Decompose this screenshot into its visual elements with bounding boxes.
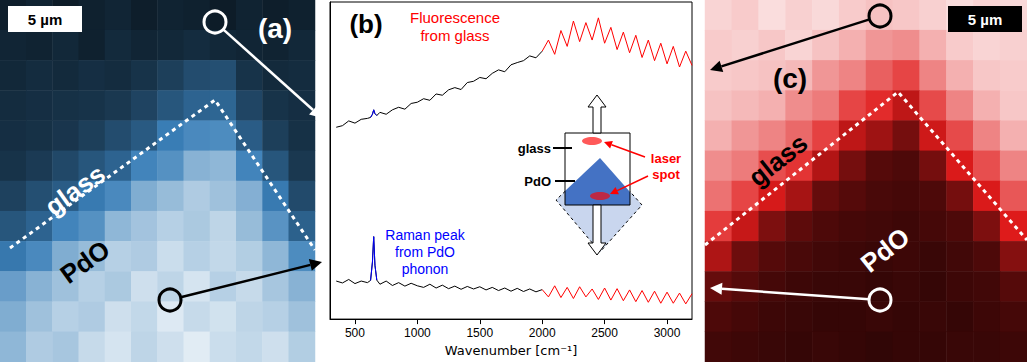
svg-text:1000: 1000	[404, 326, 431, 340]
svg-text:(a): (a)	[258, 13, 292, 44]
svg-text:Fluorescence: Fluorescence	[410, 9, 500, 26]
svg-text:5 µm: 5 µm	[28, 11, 63, 28]
svg-text:glass: glass	[743, 128, 814, 193]
svg-text:PdO: PdO	[855, 222, 916, 279]
svg-text:Raman peak: Raman peak	[385, 227, 465, 243]
svg-text:(b): (b)	[349, 9, 382, 39]
svg-text:spot: spot	[652, 167, 680, 182]
svg-text:3000: 3000	[654, 326, 681, 340]
svg-text:glass: glass	[39, 158, 111, 221]
svg-text:phonon: phonon	[402, 261, 449, 277]
svg-text:Wavenumber [cm⁻¹]: Wavenumber [cm⁻¹]	[445, 343, 578, 358]
svg-text:glass: glass	[518, 141, 551, 156]
svg-text:1500: 1500	[466, 326, 493, 340]
svg-text:from glass: from glass	[420, 27, 489, 44]
svg-text:PdO: PdO	[524, 174, 551, 189]
svg-text:from PdO: from PdO	[395, 244, 455, 260]
svg-text:(c): (c)	[773, 63, 807, 94]
svg-text:laser: laser	[651, 151, 681, 166]
svg-text:5 µm: 5 µm	[968, 11, 1003, 28]
svg-text:PdO: PdO	[55, 234, 116, 289]
svg-text:2000: 2000	[529, 326, 556, 340]
svg-text:2500: 2500	[591, 326, 618, 340]
svg-text:500: 500	[345, 326, 365, 340]
